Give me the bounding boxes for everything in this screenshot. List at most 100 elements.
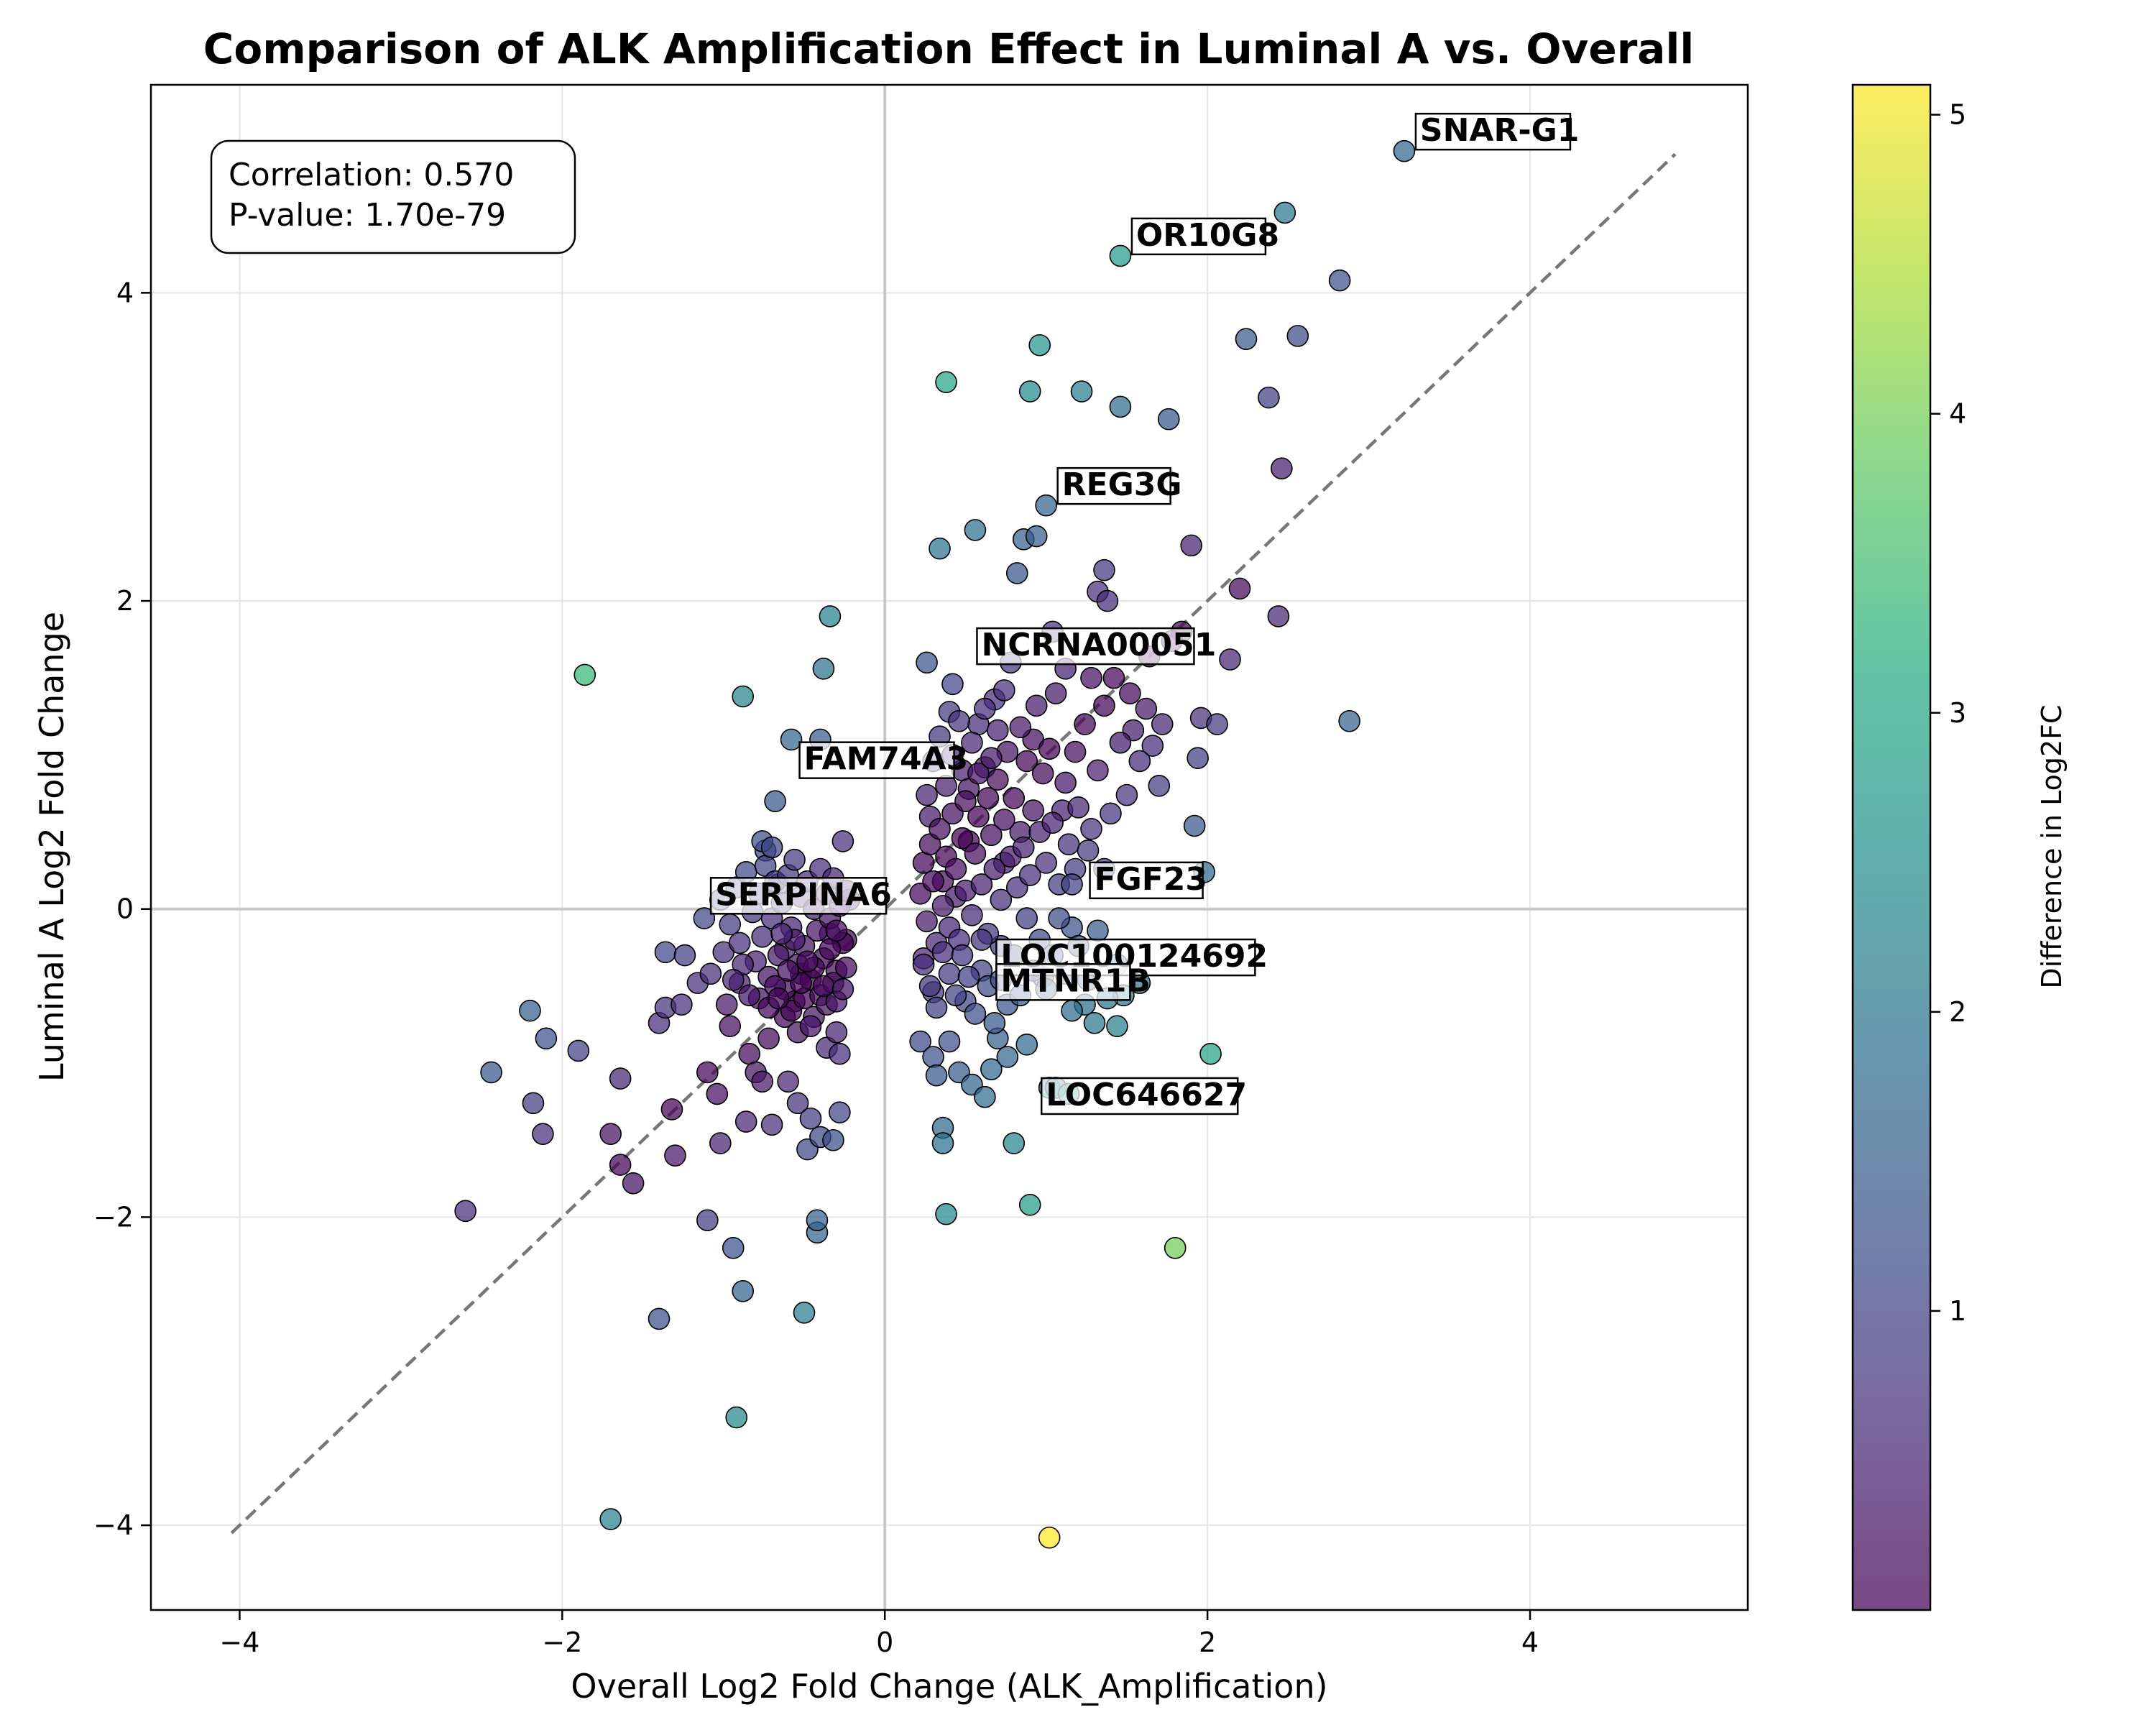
data-point [1041,811,1064,834]
data-point [719,1015,742,1037]
x-tick-label: 4 [1521,1627,1539,1658]
gene-labels: SNAR-G1 OR10G8 REG3G NCRNA00051 FAM74A3 SERPI… [709,112,1579,1116]
data-point [760,836,783,859]
data-point [1015,750,1038,773]
data-point [970,929,993,951]
data-point [1096,589,1119,612]
data-point [1035,494,1057,517]
pvalue-text: P-value: 1.70e-79 [229,197,506,234]
data-point [793,1302,816,1324]
data-point [671,993,693,1016]
data-point [738,1042,760,1065]
data-point [1028,334,1051,356]
data-point [829,1101,851,1123]
colorbar-label: Difference in Log2FC [2036,704,2068,988]
data-point [780,728,803,751]
data-point [767,987,790,1010]
data-point [825,919,848,942]
data-point [728,932,751,954]
data-point [931,941,954,964]
data-point [1135,697,1158,720]
gene-label: LOC646627 [1046,1077,1247,1113]
data-point [599,1123,622,1145]
data-point [1083,1012,1106,1034]
data-point [1109,395,1132,418]
data-point [1187,747,1209,769]
data-point [567,1039,590,1062]
x-tick-label: 0 [876,1627,893,1658]
x-tick-label: 2 [1199,1627,1216,1658]
data-point [974,697,996,720]
data-point [1038,1526,1061,1549]
data-point [732,1280,755,1302]
data-point [722,969,745,991]
gene-label: FGF23 [1095,861,1207,898]
data-point [696,1209,719,1232]
data-point [993,679,1015,702]
data-point [622,1172,645,1195]
data-point [1064,740,1087,763]
data-point [732,685,755,708]
data-point [935,1202,957,1225]
data-point [722,1236,745,1259]
data-point [922,1046,944,1068]
data-point [1148,774,1171,797]
data-point [1015,907,1038,929]
colorbar-tick-label: 3 [1949,697,1966,729]
data-point [938,962,961,985]
data-point [454,1200,476,1223]
data-point [831,830,854,852]
data-point [961,904,983,926]
y-tick-label: 0 [116,893,134,925]
data-point [819,605,842,627]
data-point [1025,694,1048,717]
data-point [1009,716,1032,739]
data-point [1005,562,1028,584]
data-point [938,1030,961,1053]
data-point [1018,380,1041,402]
chart-title: Comparison of ALK Amplification Effect i… [203,24,1694,73]
data-point [757,1027,780,1050]
gene-label-box [1414,112,1572,151]
data-point [1180,534,1202,557]
data-point [1031,762,1054,785]
gene-label: SERPINA6 [715,876,892,913]
data-point [706,1082,729,1105]
data-point [925,1064,948,1087]
data-point [654,941,677,964]
colorbar-ticks: 1 2 3 4 5 [1930,99,1966,1327]
y-tick-label: −2 [93,1201,134,1233]
x-axis-ticks: −4 −2 0 2 4 [219,1610,1539,1658]
data-point [964,1003,987,1025]
data-point [1267,605,1290,627]
data-point [916,783,938,806]
data-point [1038,737,1061,760]
data-point [967,805,990,828]
data-point [1228,577,1251,600]
data-point [983,1012,1006,1034]
colorbar-tick-label: 2 [1949,996,1966,1028]
data-point [1393,139,1416,162]
data-point [806,1209,829,1232]
gene-label-box [1040,1077,1239,1116]
data-point [1048,907,1070,929]
data-point [987,719,1009,742]
gene-label: MTNR1B [1000,962,1151,999]
correlation-text: Correlation: 0.570 [229,157,514,193]
data-point [751,926,773,948]
data-point [1219,648,1241,671]
data-point [1199,1042,1222,1065]
data-point [1054,771,1077,794]
data-point [916,651,938,674]
stats-box: Correlation: 0.570 P-value: 1.70e-79 [210,139,576,254]
plot-frame [149,83,1749,1611]
data-point [1093,558,1115,581]
data-point [1328,269,1351,292]
data-point [1100,802,1122,825]
data-point [648,1307,671,1330]
data-point [829,1042,851,1065]
data-point [1012,836,1035,859]
data-point [1102,666,1125,689]
data-point [977,787,1000,809]
data-point [660,1098,683,1121]
